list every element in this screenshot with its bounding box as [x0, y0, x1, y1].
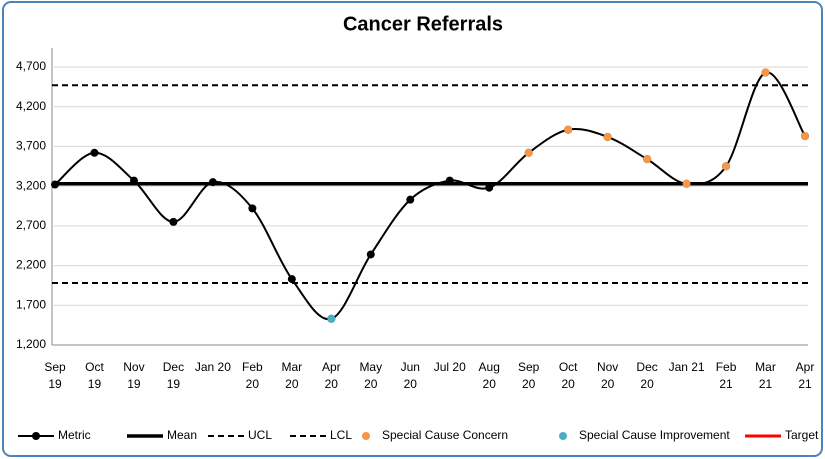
legend-label: Target — [785, 428, 819, 442]
legend-label: Mean — [167, 428, 197, 442]
data-point — [129, 176, 138, 185]
y-tick-label: 1,200 — [16, 337, 46, 351]
x-tick-label: Oct 20 — [558, 360, 578, 391]
x-tick-label: May 20 — [359, 360, 383, 391]
data-point — [722, 162, 731, 171]
legend-label: LCL — [330, 428, 352, 442]
x-tick-label: Apr 21 — [795, 360, 815, 391]
legend-label: Special Cause Concern — [382, 428, 508, 442]
data-point — [169, 217, 178, 226]
data-point — [406, 195, 415, 204]
chart-title: Cancer Referrals — [343, 13, 503, 35]
x-tick-label: Apr 20 — [321, 360, 341, 391]
y-tick-label: 4,700 — [16, 59, 46, 73]
x-tick-label: Jun 20 — [400, 360, 420, 391]
legend-swatch — [32, 432, 40, 440]
x-tick-label: Feb 21 — [715, 360, 737, 391]
x-tick-label: Feb 20 — [242, 360, 263, 391]
y-tick-label: 1,700 — [16, 297, 46, 311]
data-point — [248, 204, 257, 213]
y-tick-label: 3,200 — [16, 178, 46, 192]
data-point — [603, 132, 612, 141]
x-tick-label: Mar 20 — [281, 360, 303, 391]
data-point — [524, 148, 533, 157]
x-tick-label: Dec 19 — [162, 360, 185, 391]
data-point — [761, 68, 770, 77]
data-point — [287, 275, 296, 284]
x-tick-label: Jul 20 — [433, 360, 466, 374]
data-point — [564, 125, 573, 134]
x-tick-label: Nov 19 — [123, 360, 145, 391]
x-tick-label: Aug 20 — [478, 360, 500, 391]
x-tick-label: Mar 21 — [755, 360, 776, 391]
legend-swatch — [559, 432, 567, 440]
x-tick-label: Sep 19 — [44, 360, 66, 391]
x-tick-label: Oct 19 — [85, 360, 104, 391]
y-tick-label: 2,200 — [16, 258, 46, 272]
data-point — [801, 132, 809, 141]
data-point — [208, 178, 217, 187]
legend-label: Special Cause Improvement — [579, 428, 730, 442]
x-tick-label: Jan 20 — [194, 360, 231, 374]
data-point — [643, 155, 652, 164]
data-point — [327, 314, 336, 323]
legend-label: Metric — [58, 428, 91, 442]
data-point — [51, 180, 59, 189]
y-tick-label: 2,700 — [16, 218, 46, 232]
x-tick-label: Dec 20 — [636, 360, 658, 391]
data-point — [445, 176, 454, 185]
legend-swatch — [362, 432, 370, 440]
x-tick-label: Nov 20 — [596, 360, 619, 391]
legend-label: UCL — [248, 428, 272, 442]
data-point — [485, 183, 494, 192]
x-tick-label: Jan 21 — [668, 360, 705, 374]
y-tick-label: 3,700 — [16, 139, 46, 153]
data-point — [682, 179, 691, 188]
x-tick-label: Sep 20 — [517, 360, 540, 391]
data-point — [366, 250, 375, 259]
y-tick-label: 4,200 — [16, 99, 46, 113]
data-point — [90, 148, 99, 157]
